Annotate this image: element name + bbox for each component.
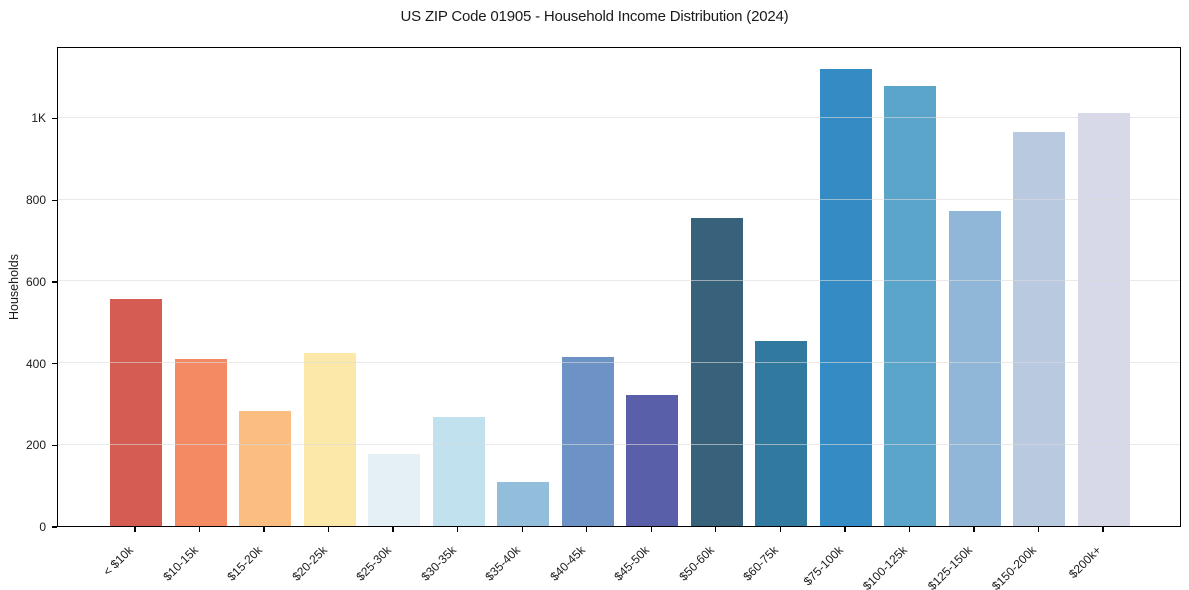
y-tick-mark	[52, 526, 57, 528]
x-tick-mark	[327, 527, 330, 532]
bar-$200k+	[1078, 113, 1130, 526]
x-tick-mark	[715, 527, 717, 532]
x-tick-mark	[392, 527, 394, 532]
gridline	[58, 198, 1180, 200]
x-tick-mark	[779, 527, 781, 532]
x-tick-label: $200k+	[939, 541, 1104, 581]
x-tick-mark	[198, 527, 201, 532]
gridline	[58, 280, 1180, 282]
bar-$125-150k	[948, 211, 1001, 526]
bar-$25-30k	[368, 454, 421, 526]
bar-$30-35k	[432, 417, 485, 526]
bar-$35-40k	[497, 482, 550, 526]
x-tick-mark	[650, 527, 652, 532]
bar-$75-100k	[819, 69, 872, 526]
x-tick-mark	[457, 527, 459, 532]
bar-$150-200k	[1013, 131, 1066, 526]
gridline	[58, 362, 1180, 364]
plot-area	[57, 47, 1181, 527]
bar-$60-75k	[755, 340, 808, 526]
x-tick-mark	[973, 527, 975, 532]
x-tick-mark	[844, 527, 846, 532]
gridline	[58, 443, 1180, 445]
x-tick-mark	[1037, 527, 1040, 532]
chart-title: US ZIP Code 01905 - Household Income Dis…	[400, 8, 789, 25]
x-tick-mark	[1102, 527, 1104, 532]
y-tick-mark	[52, 117, 57, 120]
y-tick-mark	[52, 199, 57, 201]
x-tick-mark	[134, 527, 136, 532]
y-tick-label: 200	[25, 438, 46, 453]
bar-$15-20k	[239, 410, 292, 526]
x-tick-mark	[521, 527, 523, 532]
bar-$10-15k	[174, 358, 227, 526]
y-tick-label: 800	[25, 193, 46, 208]
y-tick-mark	[52, 281, 57, 283]
bar-$45-50k	[626, 394, 679, 526]
bar-$20-25k	[303, 352, 356, 526]
x-tick-mark	[263, 527, 265, 532]
bar-$100-125k	[884, 85, 937, 526]
bar-$40-45k	[561, 357, 614, 526]
bar-$50-60k	[690, 218, 743, 526]
x-tick-mark	[908, 527, 911, 532]
y-tick-label: 400	[25, 356, 46, 371]
y-tick-mark	[52, 444, 57, 446]
y-tick-label: 0	[39, 520, 46, 534]
y-tick-label: 600	[25, 274, 46, 289]
bar-< $10k	[110, 298, 162, 526]
y-tick-mark	[52, 362, 57, 365]
x-tick-mark	[586, 527, 588, 532]
gridline	[58, 117, 1180, 118]
y-tick-label: 1K	[31, 111, 46, 126]
